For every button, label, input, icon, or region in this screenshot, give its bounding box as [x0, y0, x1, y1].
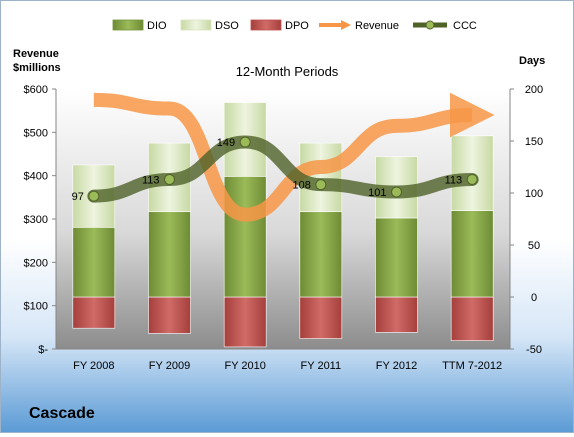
chart-title: 12-Month Periods	[236, 64, 339, 79]
ccc-data-label: 113	[142, 174, 160, 186]
bar-dio	[72, 227, 116, 298]
left-axis-title-line1: Revenue	[13, 48, 59, 60]
ccc-data-label: 108	[292, 180, 310, 192]
ccc-data-label: 113	[445, 174, 463, 186]
bar-dpo	[72, 296, 116, 329]
x-tick-label: TTM 7-2012	[442, 360, 502, 372]
legend-label-ccc: CCC	[453, 20, 477, 32]
right-tick-label: 50	[528, 240, 540, 252]
x-tick-label: FY 2009	[149, 360, 190, 372]
left-tick-label: $300	[24, 214, 48, 226]
legend-label-dpo: DPO	[285, 20, 309, 32]
ccc-line	[87, 135, 479, 203]
company-name: Cascade	[29, 405, 95, 422]
left-tick-label: $400	[24, 171, 48, 183]
left-axis-title-line2: $millions	[13, 62, 61, 74]
left-tick-label: $100	[24, 301, 48, 313]
left-tick-label: $500	[24, 127, 48, 139]
x-tick-label: FY 2012	[376, 360, 417, 372]
bar-dpo	[375, 296, 418, 333]
lines: 97 113 149 108 101 113	[72, 92, 495, 222]
ccc-point	[164, 173, 175, 185]
ccc-point	[391, 186, 402, 198]
x-tick-label: FY 2010	[224, 360, 265, 372]
axes: $- $100 $200 $300 $400 $500 $600 -50 0 50 100 150 20…	[24, 84, 544, 372]
bar-dio	[148, 211, 191, 298]
legend-label-dso: DSO	[215, 20, 239, 32]
x-tick-label: FY 2011	[301, 360, 342, 372]
right-tick-label: 200	[525, 84, 543, 96]
right-axis-title: Days	[519, 55, 545, 67]
legend-label-dio: DIO	[147, 20, 167, 32]
legend-swatch-ccc-marker	[425, 20, 435, 30]
right-tick-label: 100	[525, 188, 543, 200]
bar-dio	[450, 210, 494, 298]
bar-dio	[375, 217, 418, 298]
legend-swatch-dio	[112, 19, 144, 31]
plot-area	[56, 89, 510, 349]
x-tick-label: FY 2008	[73, 360, 114, 372]
right-tick-label: -50	[526, 344, 542, 356]
ccc-point	[239, 136, 251, 148]
right-tick-label: 0	[531, 292, 537, 304]
ccc-point	[315, 179, 327, 191]
bars	[72, 102, 494, 348]
ccc-data-label: 149	[217, 137, 235, 149]
legend-label-revenue: Revenue	[355, 20, 399, 32]
left-tick-label: $200	[24, 257, 48, 269]
ccc-point	[466, 173, 478, 185]
ccc-data-label: 101	[368, 187, 386, 199]
ccc-point	[88, 190, 100, 202]
right-tick-label: 150	[525, 136, 543, 148]
legend-swatch-dpo	[250, 19, 282, 31]
bar-dpo	[450, 296, 494, 341]
left-tick-label: $-	[38, 344, 48, 356]
left-tick-label: $600	[24, 84, 48, 96]
legend-swatch-dso	[180, 19, 212, 31]
bar-dpo	[148, 296, 191, 334]
legend: DIO DSO DPO Revenue CCC	[112, 19, 477, 32]
legend-swatch-revenue-head	[341, 20, 351, 30]
ccc-data-label: 97	[72, 191, 84, 203]
bar-dpo	[299, 296, 343, 339]
bar-dpo	[223, 296, 267, 348]
revenue-arrow	[93, 92, 495, 222]
bar-dio	[299, 211, 343, 298]
bar-dio	[223, 176, 267, 298]
